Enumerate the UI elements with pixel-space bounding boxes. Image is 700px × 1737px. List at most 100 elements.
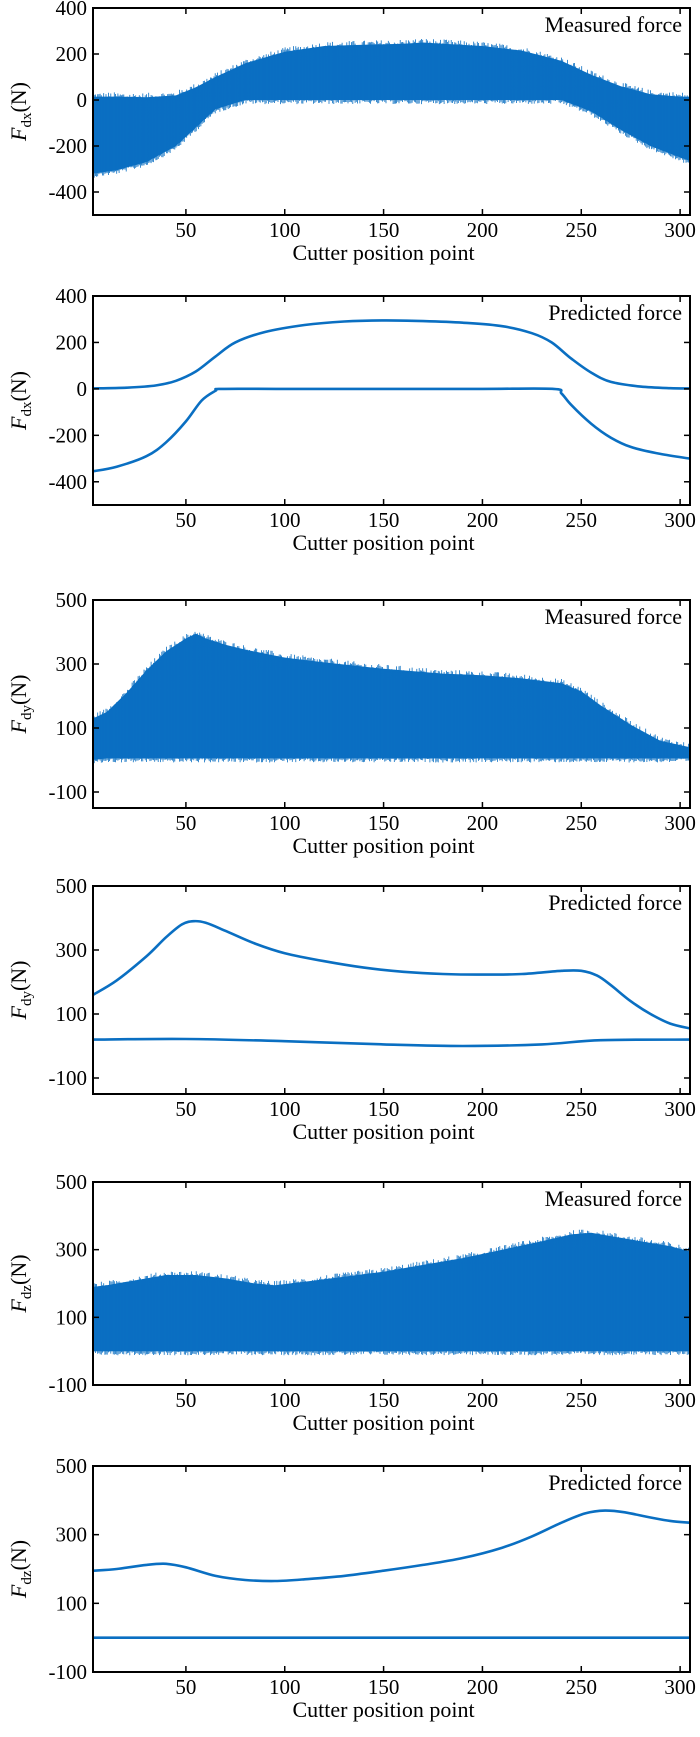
x-tick-label: 50 [175,508,196,532]
x-tick-label: 50 [175,218,196,242]
plot-frame [92,885,691,1095]
plot-frame [92,1181,691,1386]
y-axis-unit: (N) [6,1540,31,1571]
y-axis-title: Fdx(N) [6,371,35,431]
y-tick-label: 200 [56,330,88,354]
y-tick-label: -200 [49,134,88,158]
y-axis-symbol: F [6,1006,31,1021]
y-tick-label: 500 [56,1170,88,1194]
series-1-line [93,319,690,390]
plot-area [93,319,690,473]
y-axis-unit: (N) [6,82,31,113]
x-tick-label: 100 [269,1388,301,1412]
x-tick-label: 250 [566,508,598,532]
y-tick-label: 100 [56,716,88,740]
x-tick-label: 150 [368,1097,400,1121]
plot-frame [92,7,691,216]
y-axis-unit: (N) [6,961,31,992]
x-axis-title: Cutter position point [292,833,474,858]
x-tick-label: 150 [368,218,400,242]
x-tick-label: 250 [566,811,598,835]
chart-panel-3: 50 100 150 200 250 300 500 300 100 -100 Cutter pos… [6,588,696,858]
y-tick-label: 0 [77,377,88,401]
plot-area [93,631,690,764]
series-1-line [93,919,690,1030]
y-axis-subscript: dy [19,705,35,721]
y-axis-subscript: dx [19,401,35,417]
x-tick-label: 300 [664,508,696,532]
y-tick-label: 100 [56,1305,88,1329]
y-tick-label: 300 [56,1523,88,1547]
x-tick-label: 100 [269,508,301,532]
y-tick-label: -100 [49,1066,88,1090]
x-tick-label: 100 [269,1097,301,1121]
y-axis-subscript: dz [19,1285,35,1300]
panel-annotation: Predicted force [548,1470,682,1495]
series-1-line [93,1509,690,1583]
series-2-line [93,387,690,473]
plot-frame [92,1465,691,1673]
x-tick-label: 200 [467,218,499,242]
x-tick-label: 150 [368,1675,400,1699]
y-axis-symbol: F [6,127,31,142]
x-tick-label: 150 [368,1388,400,1412]
y-tick-label: -100 [49,1660,88,1684]
panel-annotation: Predicted force [548,300,682,325]
y-axis-symbol: F [6,1584,31,1599]
y-axis-subscript: dy [19,991,35,1007]
x-axis-title: Cutter position point [292,530,474,555]
x-tick-label: 200 [467,1097,499,1121]
x-tick-label: 200 [467,811,499,835]
y-axis-unit: (N) [6,675,31,706]
series-1-spikes [93,1229,690,1356]
x-tick-label: 150 [368,508,400,532]
x-tick-label: 100 [269,1675,301,1699]
y-tick-label: 200 [56,42,88,66]
x-tick-label: 100 [269,811,301,835]
x-tick-label: 300 [664,1388,696,1412]
x-tick-label: 50 [175,1097,196,1121]
y-tick-label: 300 [56,1238,88,1262]
y-tick-label: 500 [56,874,88,898]
x-tick-label: 300 [664,811,696,835]
y-axis-title: Fdy(N) [6,675,35,735]
x-tick-label: 250 [566,1388,598,1412]
y-axis-subscript: dx [19,112,35,128]
x-tick-label: 50 [175,1388,196,1412]
plot-area [93,1229,690,1356]
x-axis-title: Cutter position point [292,1697,474,1722]
y-tick-label: 100 [56,1002,88,1026]
y-tick-label: -100 [49,1373,88,1397]
y-tick-label: -200 [49,423,88,447]
x-tick-label: 50 [175,1675,196,1699]
x-axis-title: Cutter position point [292,1119,474,1144]
y-tick-label: 400 [56,0,88,20]
plot-frame [92,599,691,809]
y-axis-title: Fdy(N) [6,961,35,1021]
y-axis-unit: (N) [6,371,31,402]
x-tick-label: 100 [269,218,301,242]
chart-panel-2: 50 100 150 200 250 300 400 200 0 -200 -400 Cutter p… [6,284,696,555]
x-tick-label: 150 [368,811,400,835]
x-tick-label: 250 [566,1675,598,1699]
plot-area [93,919,690,1048]
panel-annotation: Measured force [545,12,682,37]
y-axis-symbol: F [6,416,31,431]
y-tick-label: 500 [56,588,88,612]
chart-panel-5: 50 100 150 200 250 300 500 300 100 -100 Cutter pos… [6,1170,696,1435]
x-tick-label: 200 [467,1388,499,1412]
panel-annotation: Predicted force [548,890,682,915]
y-axis-title: Fdx(N) [6,82,35,142]
x-tick-label: 300 [664,1097,696,1121]
x-axis-title: Cutter position point [292,240,474,265]
panel-annotation: Measured force [545,604,682,629]
plot-area [93,39,690,178]
chart-panel-4: 50 100 150 200 250 300 500 300 100 -100 Cutter pos… [6,874,696,1144]
chart-panel-1: 50 100 150 200 250 300 400 200 0 -200 -400 Cutter p… [6,0,696,265]
y-tick-label: 400 [56,284,88,308]
y-tick-label: 300 [56,938,88,962]
x-tick-label: 300 [664,218,696,242]
x-tick-label: 200 [467,508,499,532]
plot-frame [92,295,691,506]
